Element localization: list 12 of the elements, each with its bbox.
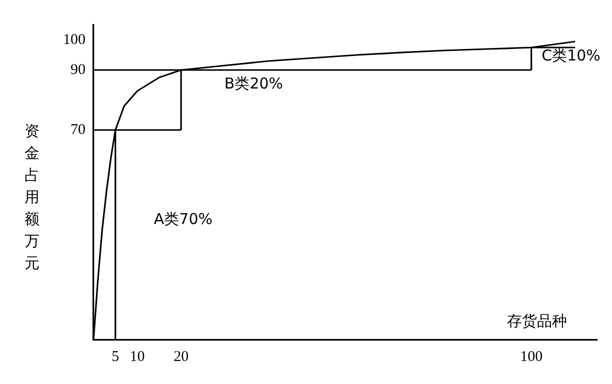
y-tick-label: 90 (70, 62, 86, 78)
y-tick-label: 70 (70, 122, 86, 138)
annotation: B类20% (224, 74, 284, 93)
x-tick-label: 5 (112, 348, 120, 365)
y-axis-title: 资金占用额万元 (24, 121, 40, 274)
x-axis-title: 存货品种 (507, 312, 567, 331)
x-tick-label: 20 (174, 348, 189, 365)
x-tick-label: 10 (130, 348, 145, 365)
annotation: A类70% (154, 210, 213, 228)
x-tick-label: 100 (520, 348, 543, 365)
annotation: C类10% (542, 46, 600, 64)
y-tick-label: 100 (63, 32, 86, 48)
